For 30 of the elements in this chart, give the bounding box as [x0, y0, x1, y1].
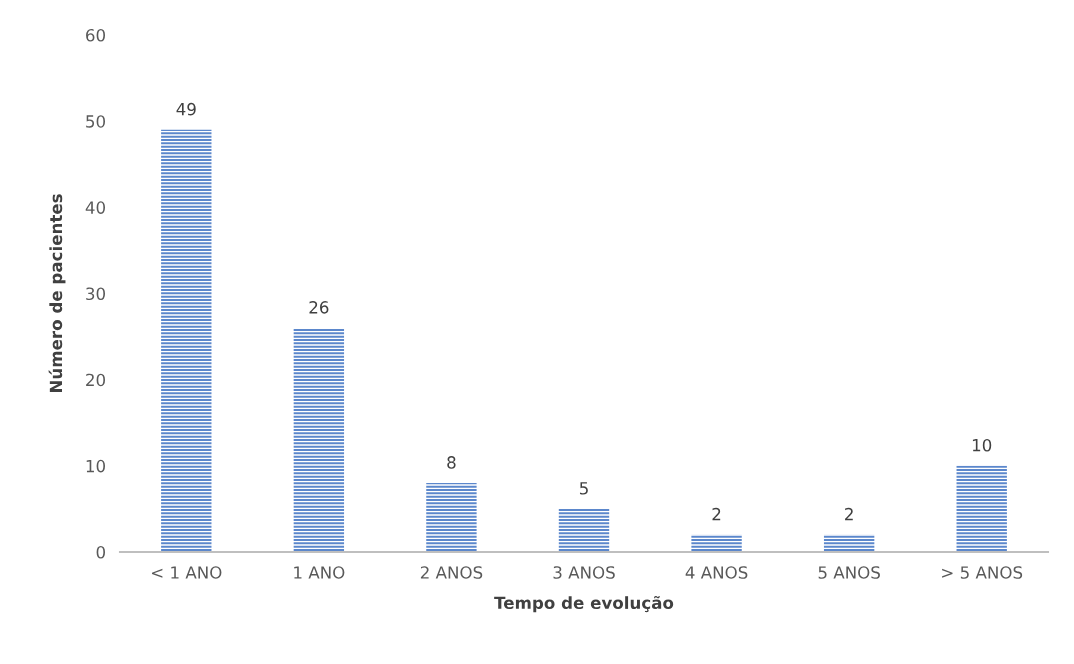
bar [956, 465, 1007, 552]
bar [426, 483, 477, 552]
y-tick-label: 10 [86, 459, 105, 473]
y-tick-label: 40 [85, 201, 105, 214]
x-axis-title: Tempo de evolução [494, 595, 674, 613]
y-tick-label: 0 [96, 545, 105, 559]
y-tick-label: 20 [86, 373, 105, 387]
data-label: 2 [845, 507, 853, 521]
y-tick-label: 30 [86, 287, 105, 301]
y-axis-title: Número de pacientes [48, 194, 66, 393]
x-tick-label: 3 ANOS [553, 566, 615, 579]
y-tick-label: 60 [86, 28, 105, 42]
x-tick-label: > 5 ANOS [942, 566, 1023, 579]
bar [823, 534, 875, 552]
data-label: 5 [579, 482, 588, 495]
bar [691, 534, 742, 552]
x-tick-label: < 1 ANO [151, 566, 222, 579]
x-tick-label: 4 ANOS [685, 566, 748, 579]
data-label: 2 [712, 507, 721, 521]
bar [161, 129, 212, 552]
data-label: 26 [309, 301, 329, 314]
y-tick-label: 50 [86, 115, 105, 128]
bar [293, 327, 345, 552]
data-label: 49 [176, 102, 196, 116]
data-label: 8 [447, 456, 456, 469]
x-tick-label: 5 ANOS [818, 566, 880, 579]
x-tick-label: 2 ANOS [420, 566, 483, 579]
bar [558, 508, 610, 552]
x-tick-label: 1 ANO [294, 566, 345, 579]
data-label: 10 [972, 438, 992, 452]
